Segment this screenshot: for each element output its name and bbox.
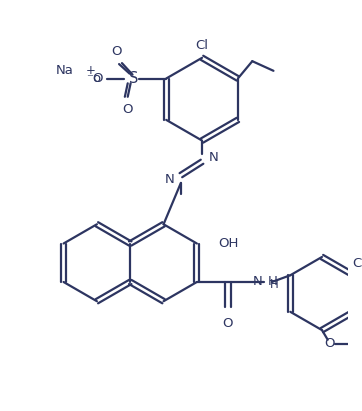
Text: N: N [253, 275, 262, 288]
Text: N: N [164, 173, 174, 185]
Text: S: S [129, 71, 138, 86]
Text: OH: OH [218, 237, 239, 250]
Text: H: H [270, 278, 279, 291]
Text: ⁻o: ⁻o [86, 72, 101, 85]
Text: O: O [111, 45, 121, 58]
Text: O: O [92, 72, 103, 85]
Text: O: O [324, 337, 335, 350]
Text: +: + [85, 64, 95, 77]
Text: Na: Na [56, 64, 74, 77]
Text: O: O [222, 316, 233, 330]
Text: N: N [209, 151, 219, 164]
Text: Cl: Cl [352, 257, 362, 270]
Text: H: H [268, 275, 278, 289]
Text: O: O [122, 103, 133, 116]
Text: −: − [109, 72, 118, 85]
Text: Cl: Cl [195, 39, 209, 52]
